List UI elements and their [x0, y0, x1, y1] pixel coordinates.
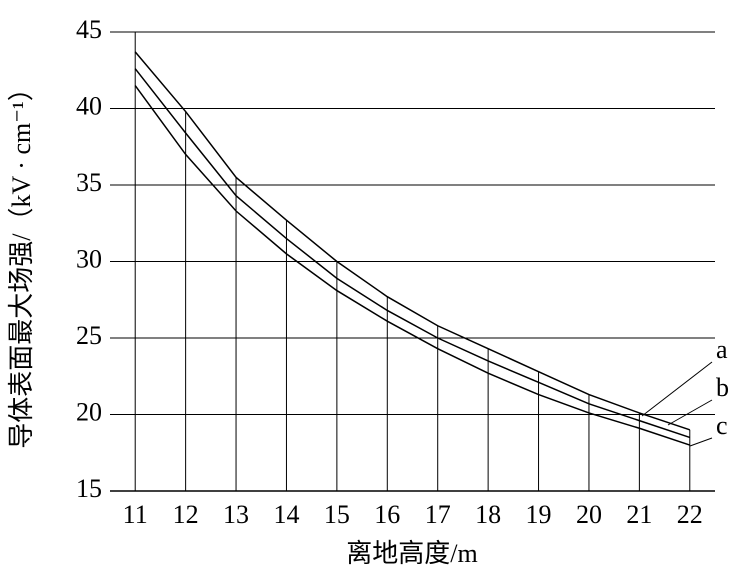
series-line: [134, 51, 691, 431]
y-tick-label: 40: [76, 91, 102, 120]
x-tick-label: 22: [677, 500, 703, 529]
x-tick-label: 19: [526, 500, 552, 529]
legend-label: c: [716, 411, 728, 440]
series-line: [134, 68, 691, 439]
legend-label: a: [716, 335, 728, 364]
x-tick-label: 18: [475, 500, 501, 529]
legend-label: b: [716, 373, 729, 402]
y-axis-label: 导体表面最大场强/（kV · cm⁻¹）: [7, 75, 36, 448]
x-tick-label: 14: [273, 500, 299, 529]
x-axis-label: 离地高度/m: [346, 539, 477, 568]
y-tick-label: 35: [76, 168, 102, 197]
y-tick-label: 30: [76, 244, 102, 273]
x-tick-label: 12: [173, 500, 199, 529]
x-tick-label: 11: [123, 500, 148, 529]
y-tick-label: 25: [76, 321, 102, 350]
y-tick-label: 45: [76, 15, 102, 44]
y-tick-label: 15: [76, 474, 102, 503]
series-line: [134, 85, 691, 446]
x-tick-label: 20: [576, 500, 602, 529]
x-tick-label: 16: [374, 500, 400, 529]
x-tick-label: 17: [425, 500, 451, 529]
legend-leaders: [641, 361, 713, 447]
x-tick-label: 15: [324, 500, 350, 529]
x-tick-label: 13: [223, 500, 249, 529]
y-tick-label: 20: [76, 397, 102, 426]
x-tick-label: 21: [626, 500, 652, 529]
